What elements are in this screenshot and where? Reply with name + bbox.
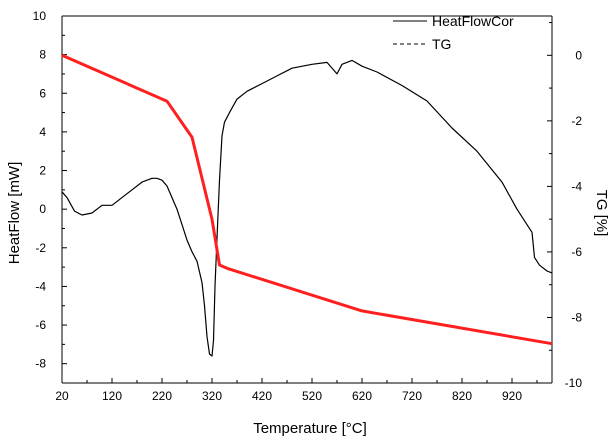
y-left-tick-label: 6 (39, 86, 46, 100)
y-left-tick-label: 4 (39, 125, 46, 139)
y-left-tick-label: 10 (33, 9, 47, 23)
x-tick-label: 720 (402, 389, 422, 403)
y-right-tick-label: -2 (571, 114, 582, 128)
x-tick-label: 120 (102, 389, 122, 403)
plot-frame (61, 15, 553, 384)
y-right-tick-label: -8 (571, 310, 582, 324)
legend-label-tg: TG (432, 36, 451, 52)
y-right-tick-label: -10 (565, 376, 583, 390)
y-right-axis-ticks: 0 -2 -4 -6 -8 -10 (547, 22, 583, 390)
legend: HeatFlowCor TG (393, 13, 514, 52)
y-left-axis-ticks: 10 8 6 4 2 0 -2 -4 -6 -8 (33, 9, 67, 384)
y-left-tick-label: 2 (39, 164, 46, 178)
legend-label-heatflow: HeatFlowCor (432, 13, 514, 29)
x-tick-label: 920 (502, 389, 522, 403)
y-left-tick-label: -6 (35, 318, 46, 332)
x-axis-title: Temperature [°C] (253, 420, 367, 437)
y-left-tick-label: -2 (35, 241, 46, 255)
y-left-tick-label: -4 (35, 279, 46, 293)
y-right-tick-label: 0 (575, 48, 582, 62)
x-tick-label: 220 (152, 389, 172, 403)
x-tick-label: 20 (55, 389, 69, 403)
y-left-tick-label: 8 (39, 48, 46, 62)
y-right-tick-label: -4 (571, 179, 582, 193)
x-tick-label: 520 (302, 389, 322, 403)
x-tick-label: 320 (202, 389, 222, 403)
x-tick-label: 820 (452, 389, 472, 403)
y-right-axis-title: TG [%] (593, 190, 610, 237)
tg-series-line (61, 53, 553, 346)
y-left-tick-label: 0 (39, 202, 46, 216)
x-tick-label: 620 (352, 389, 372, 403)
heatflow-series-line (61, 59, 553, 357)
y-left-axis-title: HeatFlow [mW] (6, 162, 23, 265)
y-left-tick-label: -8 (35, 357, 46, 371)
x-tick-label: 420 (252, 389, 272, 403)
y-right-tick-label: -6 (571, 245, 582, 259)
series-layer (61, 53, 553, 357)
x-axis-ticks: 20 120 220 320 420 520 620 720 820 920 (55, 378, 538, 403)
